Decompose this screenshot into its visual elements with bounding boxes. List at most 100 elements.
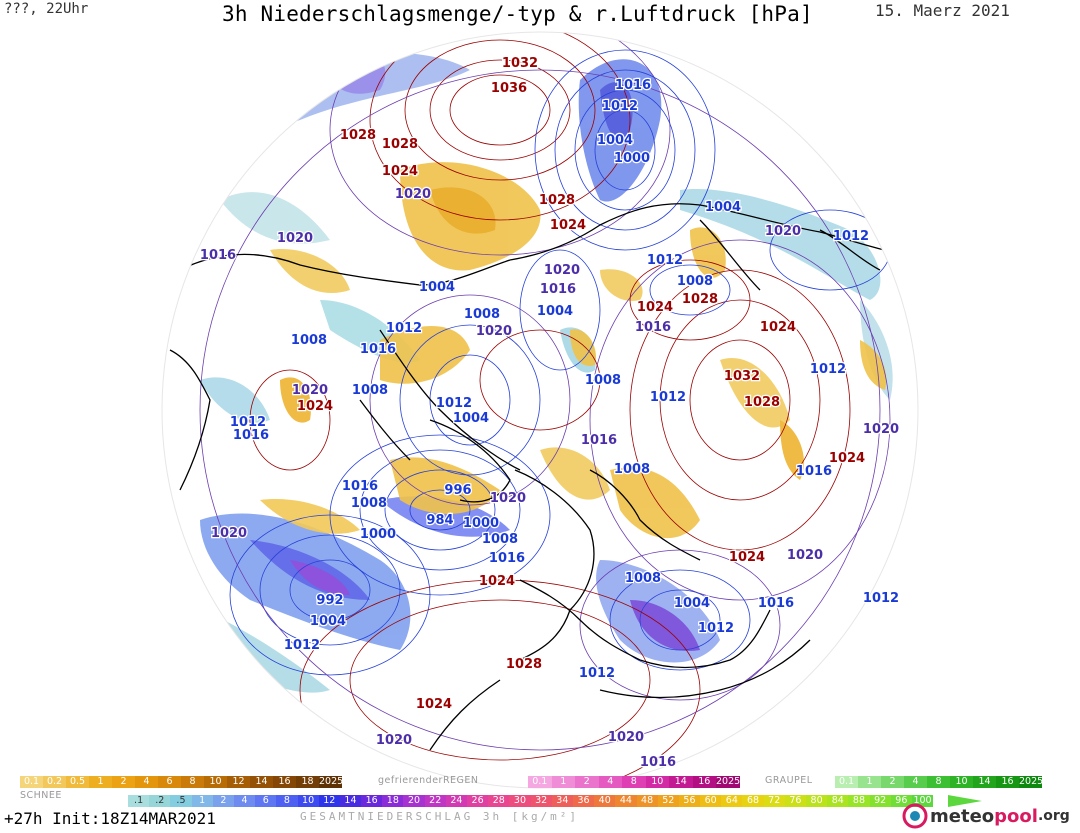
isobar-label: 1032 — [724, 369, 760, 384]
legend-cell: 10 — [297, 795, 319, 807]
isobar-label: 1024 — [416, 697, 452, 712]
isobar-label: 1024 — [637, 300, 673, 315]
isobar-label: 1024 — [382, 164, 418, 179]
isobar-label: 996 — [444, 483, 471, 498]
isobar-label: 1000 — [463, 516, 499, 531]
isobar-label: 1008 — [614, 462, 650, 477]
isobar-label: 1024 — [550, 218, 586, 233]
legend-cell: 22 — [424, 795, 446, 807]
legend-cell: 4 — [135, 776, 158, 788]
legend-total-precip-scale: .1.2.5 1 2 4 6 8 10 12 14 16 18 20 22 24 26 28 30 32 34 36 4… — [128, 795, 934, 807]
isobar-label: 1020 — [490, 491, 526, 506]
legend-cell: 92 — [869, 795, 891, 807]
legend-cell: 26 — [467, 795, 489, 807]
legend-cell: 30 — [509, 795, 531, 807]
isobar-label: 1004 — [419, 280, 455, 295]
legend-cell: 24 — [445, 795, 467, 807]
isobar-label: 1012 — [386, 321, 422, 336]
legend-cell: 8 — [181, 776, 204, 788]
isobar-label: 1012 — [579, 666, 615, 681]
isobar-label: 1020 — [765, 224, 801, 239]
isobar-label: 1020 — [608, 730, 644, 745]
legend-cell: 16 — [996, 776, 1019, 788]
isobar-label: 1016 — [635, 320, 671, 335]
isobar-label: 1016 — [200, 248, 236, 263]
legend-cell: .2 — [149, 795, 171, 807]
isobar-label: 1016 — [360, 342, 396, 357]
legend-cell: 0.1 — [835, 776, 858, 788]
coastlines — [169, 203, 906, 751]
isobar-label: 1012 — [650, 390, 686, 405]
isobar-label: 1028 — [682, 292, 718, 307]
isobar-label: 1020 — [376, 733, 412, 748]
legend-cell: 44 — [615, 795, 637, 807]
isobar-label: 1008 — [625, 571, 661, 586]
legend-cell: 72 — [763, 795, 785, 807]
isobar-label: 1020 — [395, 187, 431, 202]
isobar-label: 1024 — [297, 399, 333, 414]
legend-cell: 4 — [233, 795, 256, 807]
legend-cell: 1 — [89, 776, 112, 788]
legend-cell: 64 — [721, 795, 743, 807]
isobar-label: 1016 — [640, 755, 676, 770]
isobar-labels: 1032 1036 1028 1028 1024 1020 1028 1024 1016 1012… — [199, 55, 901, 772]
isobar-label: 1024 — [479, 574, 515, 589]
legend-cell: 68 — [742, 795, 764, 807]
legend-cell: 1 — [191, 795, 213, 807]
isobar-label: 1016 — [758, 596, 794, 611]
forecast-init-info: +27h Init:18Z14MAR2021 — [4, 809, 216, 828]
legend-cell: 2025+ — [1019, 776, 1042, 788]
legend-cell: 14 — [339, 795, 362, 807]
logo-word-meteo: meteo — [930, 805, 995, 827]
isobar-label: 1020 — [544, 263, 580, 278]
legend-cell: 2025+ — [319, 776, 342, 788]
isobar-label: 1028 — [539, 193, 575, 208]
isobar-label: 1004 — [310, 614, 346, 629]
isobar-label: 1020 — [476, 324, 512, 339]
isobar-label: 1028 — [340, 128, 376, 143]
legend-cell: 16 — [692, 776, 716, 788]
isobar-label: 1012 — [698, 621, 734, 636]
legend-cell: 32 — [530, 795, 552, 807]
meteopool-logo-icon — [902, 803, 928, 829]
header-location-time: ???, 22Uhr — [4, 1, 89, 17]
isobars — [199, 32, 891, 788]
legend-cell: 56 — [678, 795, 701, 807]
legend-cell: 18 — [296, 776, 319, 788]
isobar-label: 1016 — [233, 428, 269, 443]
isobar-label: 1004 — [537, 304, 573, 319]
legend-cell: 80 — [806, 795, 828, 807]
isobar-label: 992 — [316, 593, 343, 608]
isobar-label: 1012 — [602, 99, 638, 114]
isobar-label: 1008 — [351, 496, 387, 511]
isobar-label: 1036 — [491, 81, 527, 96]
isobar-label: 1012 — [436, 396, 472, 411]
meteopool-logo[interactable]: meteopool .org — [902, 803, 1070, 829]
legend-cell: 36 — [572, 795, 595, 807]
legend-cell: 34 — [551, 795, 573, 807]
legend-cell: 76 — [784, 795, 806, 807]
logo-word-pool: pool — [994, 805, 1038, 827]
legend-freezing-rain-label: gefrierenderREGEN — [378, 775, 479, 786]
legend-cell: 60 — [700, 795, 722, 807]
isobar-label: 1000 — [614, 151, 650, 166]
legend-cell: 1 — [858, 776, 881, 788]
legend-cell: 10 — [950, 776, 973, 788]
isobar-label: 1004 — [597, 133, 633, 148]
legend-cell: 1 — [551, 776, 575, 788]
legend-cell: 20 — [403, 795, 425, 807]
isobar-label: 1016 — [540, 282, 576, 297]
isobar-label: 984 — [426, 513, 453, 528]
isobar-label: 1016 — [342, 479, 378, 494]
isobar-label: 1028 — [744, 395, 780, 410]
legend-cell: 2 — [575, 776, 599, 788]
isobar-label: 1016 — [489, 551, 525, 566]
legend-cell: 18 — [382, 795, 404, 807]
isobar-label: 1012 — [284, 638, 320, 653]
isobar-label: 1020 — [787, 548, 823, 563]
